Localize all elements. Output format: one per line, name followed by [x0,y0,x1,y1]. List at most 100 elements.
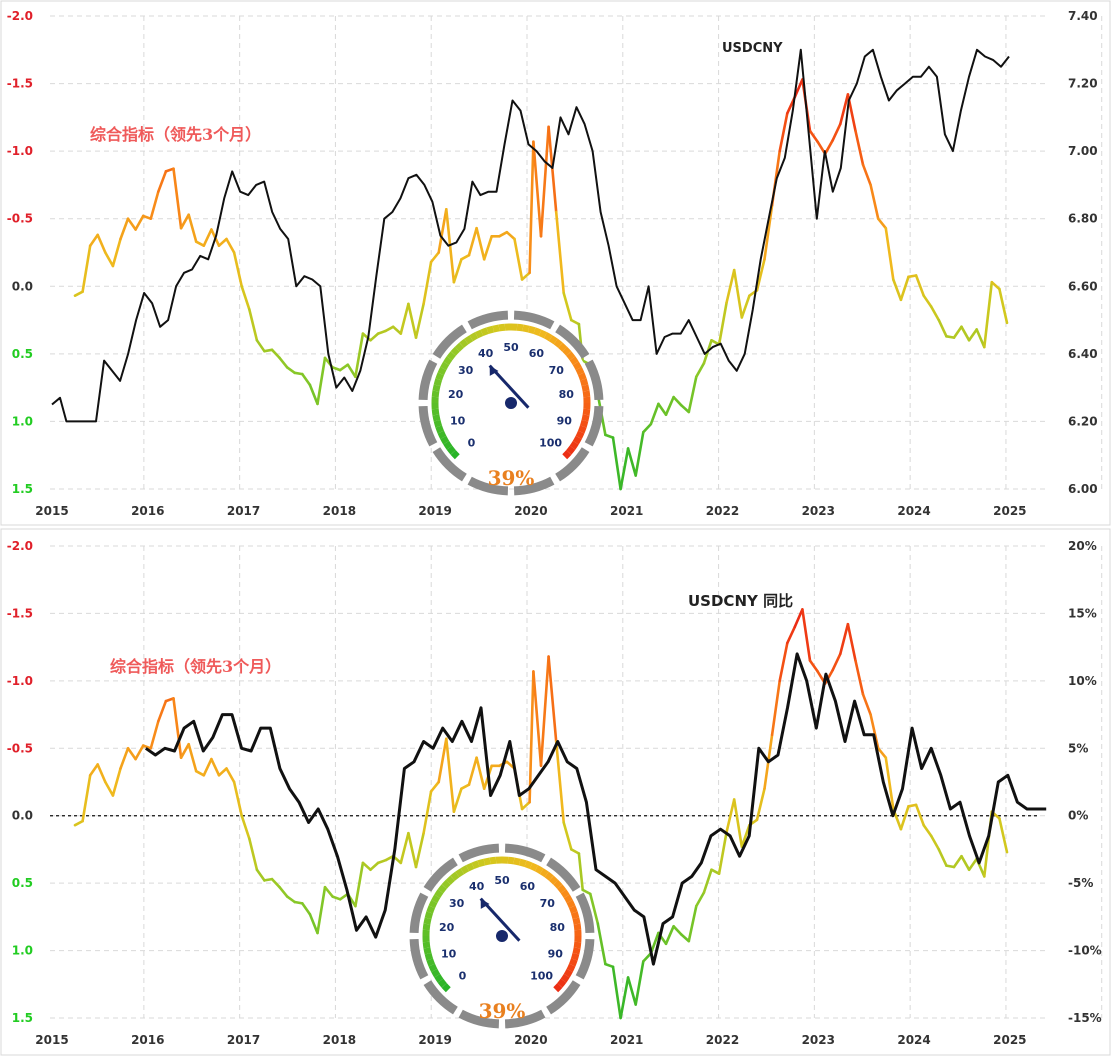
indicator-segment [929,834,941,851]
gauge-band [560,889,570,899]
indicator-segment [520,800,531,811]
usdcny-yoy-chart: -2.0 -1.5 -1.0 -0.5 0.0 0.5 1.0 1.5 20% 15% 10% 5%… [0,528,1111,1056]
x-tick-label: 2019 [418,504,451,518]
left-tick-label: 1.0 [12,414,33,428]
gauge-band [426,958,436,967]
gauge-ring [432,447,467,482]
gauge-band [569,440,579,450]
gauge-band [538,329,548,339]
gauge-ring [575,892,595,934]
indicator-segment [467,226,478,257]
gauge-tick-label: 40 [478,347,494,360]
x-tick-label: 2021 [610,1033,643,1047]
left-axis-ticks: -2.0 -1.5 -1.0 -0.5 0.0 0.5 1.0 1.5 [7,539,33,1025]
gauge-ring [555,324,590,359]
gauge-needle [479,897,521,942]
gauge-band [450,450,460,460]
indicator-segment [975,328,986,349]
indicator-segment [998,287,1009,325]
gauge-band [422,941,431,949]
indicator-segment [778,641,789,683]
gauge-band [431,390,440,398]
gauge-band [522,324,530,333]
gauge-band [450,871,460,881]
indicator-segment [278,356,289,369]
indicator-segment [88,233,99,247]
indicator-segment [225,237,236,254]
indicator-segment [429,251,441,264]
indicator-segment [982,280,994,349]
gauge-band [422,923,431,931]
gauge-band [572,917,581,925]
indicator-segment [801,608,812,662]
indicator-segment [785,625,797,645]
gauge-needle-head [480,898,490,909]
gauge-band [426,905,436,914]
gauge-band [428,899,438,909]
indicator-segment [104,251,115,268]
x-tick-label: 2020 [514,504,547,518]
indicator-segment [960,325,971,342]
indicator-segment [255,868,266,882]
indicator-segment [967,328,979,342]
indicator-segment [369,861,380,872]
indicator-segment [755,257,766,292]
left-tick-label: -2.0 [7,539,33,553]
gauge-band [549,875,559,885]
gauge-band [431,968,441,978]
indicator-segment [285,366,297,375]
gauge-band [562,450,572,460]
indicator-segment [823,668,835,685]
indicator-segment [861,692,872,716]
indicator-segment [740,823,751,849]
gauge-band [464,335,474,345]
indicator-segment [899,275,910,302]
gauge-band [529,862,539,872]
gauge-band [557,884,567,894]
gauge-band [465,862,475,872]
indicator-segment [649,402,660,426]
gauge-band [577,425,587,434]
right-tick-label: -5% [1068,876,1093,890]
left-axis-ticks: -2.0 -1.5 -1.0 -0.5 0.0 0.5 1.0 1.5 [7,9,33,496]
indicator-segment [694,891,706,908]
gauge-ring [458,1009,500,1029]
left-tick-label: -1.5 [7,77,33,91]
indicator-segment [96,233,107,254]
indicator-segment [429,780,441,793]
gauge-band [553,879,563,889]
indicator-segment [876,746,888,760]
gauge-ring [418,359,438,401]
indicator-segment [141,214,153,220]
indicator-segment [539,125,550,238]
gauge-value-label: 39% [479,999,526,1023]
indicator-segment [300,372,312,387]
indicator-segment [179,213,190,230]
indicator-segment [452,257,463,284]
indicator-segment [778,112,789,153]
indicator-segment [452,787,463,814]
indicator-segment [914,274,926,298]
indicator-segment [482,235,494,261]
left-tick-label: -1.5 [7,606,33,620]
gauge-tick-label: 100 [530,970,553,983]
gauge-band [581,414,590,422]
indicator-segment [164,167,175,173]
indicator-segment [672,924,683,936]
gauge-ring [504,1009,546,1029]
gauge-band [543,332,553,342]
gauge-band [435,425,445,434]
gauge-band [563,894,573,904]
x-tick-label: 2022 [706,1033,739,1047]
x-tick-label: 2018 [323,504,356,518]
gauge-tick-label: 0 [468,437,476,450]
gauge-ring [467,310,509,330]
indicator-segment [414,302,425,339]
indicator-segment [399,831,410,865]
right-tick-label: 5% [1068,741,1088,755]
indicator-segment [869,183,880,220]
gauge-band [557,978,567,988]
gauge-band [507,856,515,865]
indicator-segment [998,817,1009,854]
gauge-band [498,323,506,332]
